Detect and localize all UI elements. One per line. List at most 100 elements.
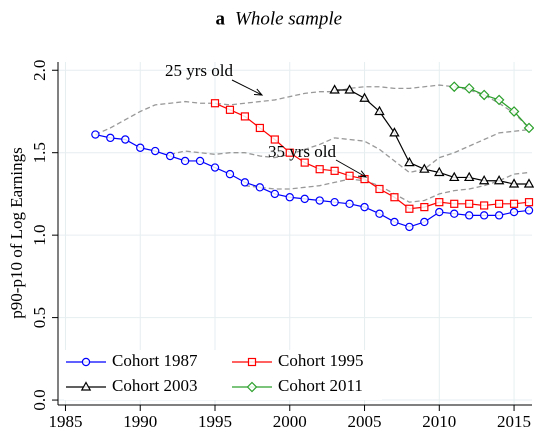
annotation: 25 yrs old: [165, 61, 234, 80]
point: [479, 211, 489, 220]
point: [509, 207, 519, 217]
point: [523, 122, 534, 134]
point: [136, 143, 145, 152]
y-axis-label: p90-p10 of Log Earnings: [7, 147, 26, 318]
legend-marker: [246, 381, 258, 393]
point: [330, 166, 339, 175]
point: [465, 199, 474, 208]
point: [480, 201, 489, 210]
point: [150, 146, 160, 156]
y-tick-label: 0.5: [30, 307, 49, 328]
legend-marker: [80, 381, 92, 391]
point: [435, 207, 444, 217]
point: [240, 112, 250, 121]
panel-label: a: [216, 8, 226, 29]
point: [463, 171, 475, 182]
point: [285, 193, 294, 202]
point: [165, 151, 175, 161]
point: [345, 199, 354, 209]
point: [329, 84, 340, 94]
point: [389, 127, 400, 137]
reference-line: [244, 171, 530, 203]
point: [463, 83, 475, 94]
reference-line: [170, 128, 530, 174]
series-line: [214, 102, 530, 210]
point: [375, 209, 384, 218]
point: [359, 92, 370, 102]
point: [420, 203, 429, 212]
point: [493, 175, 505, 185]
x-tick-label: 1985: [48, 412, 82, 431]
point: [405, 222, 414, 232]
point: [509, 199, 519, 208]
legend-marker: [81, 357, 91, 367]
point: [419, 163, 430, 173]
x-tick-label: 2000: [273, 412, 307, 431]
point: [450, 209, 459, 218]
point: [404, 156, 415, 167]
point: [106, 133, 115, 143]
point: [210, 99, 220, 108]
x-tick-label: 2005: [348, 412, 382, 431]
point: [449, 171, 460, 182]
point: [464, 211, 474, 220]
annotation-arrowhead: [357, 170, 368, 178]
point: [225, 105, 235, 114]
point: [285, 148, 294, 157]
point: [91, 130, 100, 139]
x-tick-label: 2015: [497, 412, 531, 431]
point: [121, 135, 130, 144]
annotation-arrowhead: [253, 88, 264, 96]
point: [494, 211, 504, 220]
point: [255, 123, 264, 133]
point: [478, 89, 490, 101]
point: [493, 94, 505, 106]
x-tick-label: 2010: [422, 412, 456, 431]
legend-label: Cohort 1987: [112, 351, 198, 370]
legend-label: Cohort 1995: [278, 351, 363, 370]
point: [524, 206, 534, 215]
point: [225, 169, 235, 179]
point: [508, 178, 520, 188]
point: [270, 189, 280, 199]
legend-box: [64, 350, 382, 400]
x-tick-label: 1995: [198, 412, 232, 431]
point: [344, 84, 355, 94]
point: [300, 194, 309, 204]
point: [330, 197, 339, 207]
point: [195, 156, 205, 166]
point: [524, 198, 534, 207]
legend-label: Cohort 2011: [278, 376, 363, 395]
point: [448, 81, 460, 93]
point: [255, 183, 265, 192]
point: [434, 166, 445, 177]
point: [210, 163, 220, 172]
y-tick-label: 0.0: [30, 389, 49, 410]
point: [300, 158, 309, 167]
point: [270, 135, 279, 144]
point: [390, 217, 399, 227]
annotation-arrow: [335, 159, 367, 178]
x-tick-label: 1990: [123, 412, 157, 431]
y-tick-label: 1.0: [30, 225, 49, 246]
point: [508, 106, 520, 117]
point: [478, 175, 490, 185]
legend-label: Cohort 2003: [112, 376, 197, 395]
point: [375, 184, 384, 194]
point: [315, 165, 324, 174]
point: [374, 105, 385, 116]
point: [523, 178, 534, 188]
point: [405, 204, 414, 213]
point: [495, 199, 504, 208]
point: [315, 196, 324, 205]
point: [450, 199, 459, 208]
point: [390, 193, 399, 202]
y-tick-label: 2.0: [30, 60, 49, 81]
point: [420, 217, 429, 227]
y-tick-label: 1.5: [30, 142, 49, 163]
chart-title: Whole sample: [235, 8, 342, 29]
legend-marker: [247, 357, 257, 367]
point: [345, 171, 354, 180]
point: [180, 156, 190, 166]
